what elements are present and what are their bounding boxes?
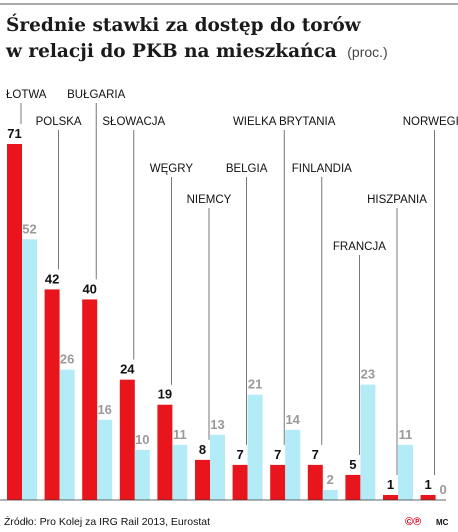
country-label-wielka-brytania: WIELKA BRYTANIA [233,116,336,128]
value-red-lotwa: 71 [7,126,21,141]
bar-red-polska [44,289,60,500]
bar-red-belgia [232,464,248,500]
country-label-norwegia: NORWEGIA [403,116,458,128]
leader-lines [20,103,436,475]
country-label-bulgaria: BUŁGARIA [67,89,125,101]
bar-red-bulgaria [82,299,98,500]
bar-red-niemcy [195,459,210,500]
bar-blue-belgia [247,394,263,500]
country-label-polska: POLSKA [36,116,82,128]
bar-red-lotwa [7,144,22,500]
bar-blue-niemcy [210,434,225,500]
value-red-hiszpania: 1 [387,477,394,492]
value-red-niemcy: 8 [199,442,206,457]
value-red-slowacja: 24 [120,362,135,377]
bar-red-slowacja [119,379,135,500]
source-note: Źródło: Pro Kolej za IRG Rail 2013, Euro… [4,515,210,528]
bar-blue-polska [59,369,75,500]
value-blue-lotwa: 52 [22,221,36,236]
country-label-lotwa: ŁOTWA [6,89,47,101]
value-blue-polska: 26 [60,352,74,367]
bar-blue-lotwa [22,239,37,500]
bars [7,144,436,500]
country-label-finlandia: FINLANDIA [292,163,352,175]
bar-blue-hiszpania [398,444,413,500]
value-red-bulgaria: 40 [82,281,96,296]
bar-blue-bulgaria [97,419,113,500]
value-blue-niemcy: 13 [210,417,224,432]
bar-red-finlandia [307,464,323,500]
value-red-belgia: 7 [236,447,243,462]
bar-red-hiszpania [383,494,398,500]
country-label-francja: FRANCJA [333,241,386,253]
bar-red-francja [345,474,361,500]
value-red-polska: 42 [45,271,59,286]
bar-blue-wielka-brytania [285,429,301,500]
bar-red-norwegia [420,494,436,500]
value-blue-francja: 23 [361,367,375,382]
chart-title-line-2: w relacji do PKB na mieszkańca (proc.) [5,41,388,62]
value-red-wegry: 19 [158,387,172,402]
value-red-norwegia: 1 [424,477,431,492]
bar-blue-francja [360,384,376,500]
value-red-francja: 5 [349,457,356,472]
country-label-wegry: WĘGRY [150,163,194,175]
chart-title-line-2-text: w relacji do PKB na mieszkańca [5,41,337,62]
country-label-hiszpania: HISZPANIA [367,194,427,206]
value-red-wielka-brytania: 7 [274,447,281,462]
bar-blue-finlandia [322,489,338,500]
value-blue-wielka-brytania: 14 [285,412,300,427]
chart-title-line-1: Średnie stawki za dostęp do torów [6,13,362,36]
value-blue-bulgaria: 16 [97,402,111,417]
publisher-logo: ©℗ [405,516,421,528]
country-labels: ŁOTWA POLSKA BUŁGARIA SŁOWACJA WĘGRY NIEMCY BE… [6,89,458,253]
bar-red-wielka-brytania [270,464,286,500]
value-blue-norwegia: 0 [439,482,446,497]
bar-blue-slowacja [134,449,150,500]
country-label-belgia: BELGIA [226,163,268,175]
chart-title-unit: (proc.) [347,44,387,60]
value-blue-belgia: 21 [248,377,262,392]
value-blue-slowacja: 10 [135,432,149,447]
value-red-finlandia: 7 [312,447,319,462]
value-blue-hiszpania: 11 [399,427,413,442]
value-blue-finlandia: 2 [327,472,334,487]
bar-blue-wegry [172,444,188,500]
bar-red-wegry [157,404,173,500]
author-credit: MC [436,518,449,527]
country-label-niemcy: NIEMCY [187,194,232,206]
value-blue-wegry: 11 [173,427,187,442]
country-label-slowacja: SŁOWACJA [102,116,165,128]
